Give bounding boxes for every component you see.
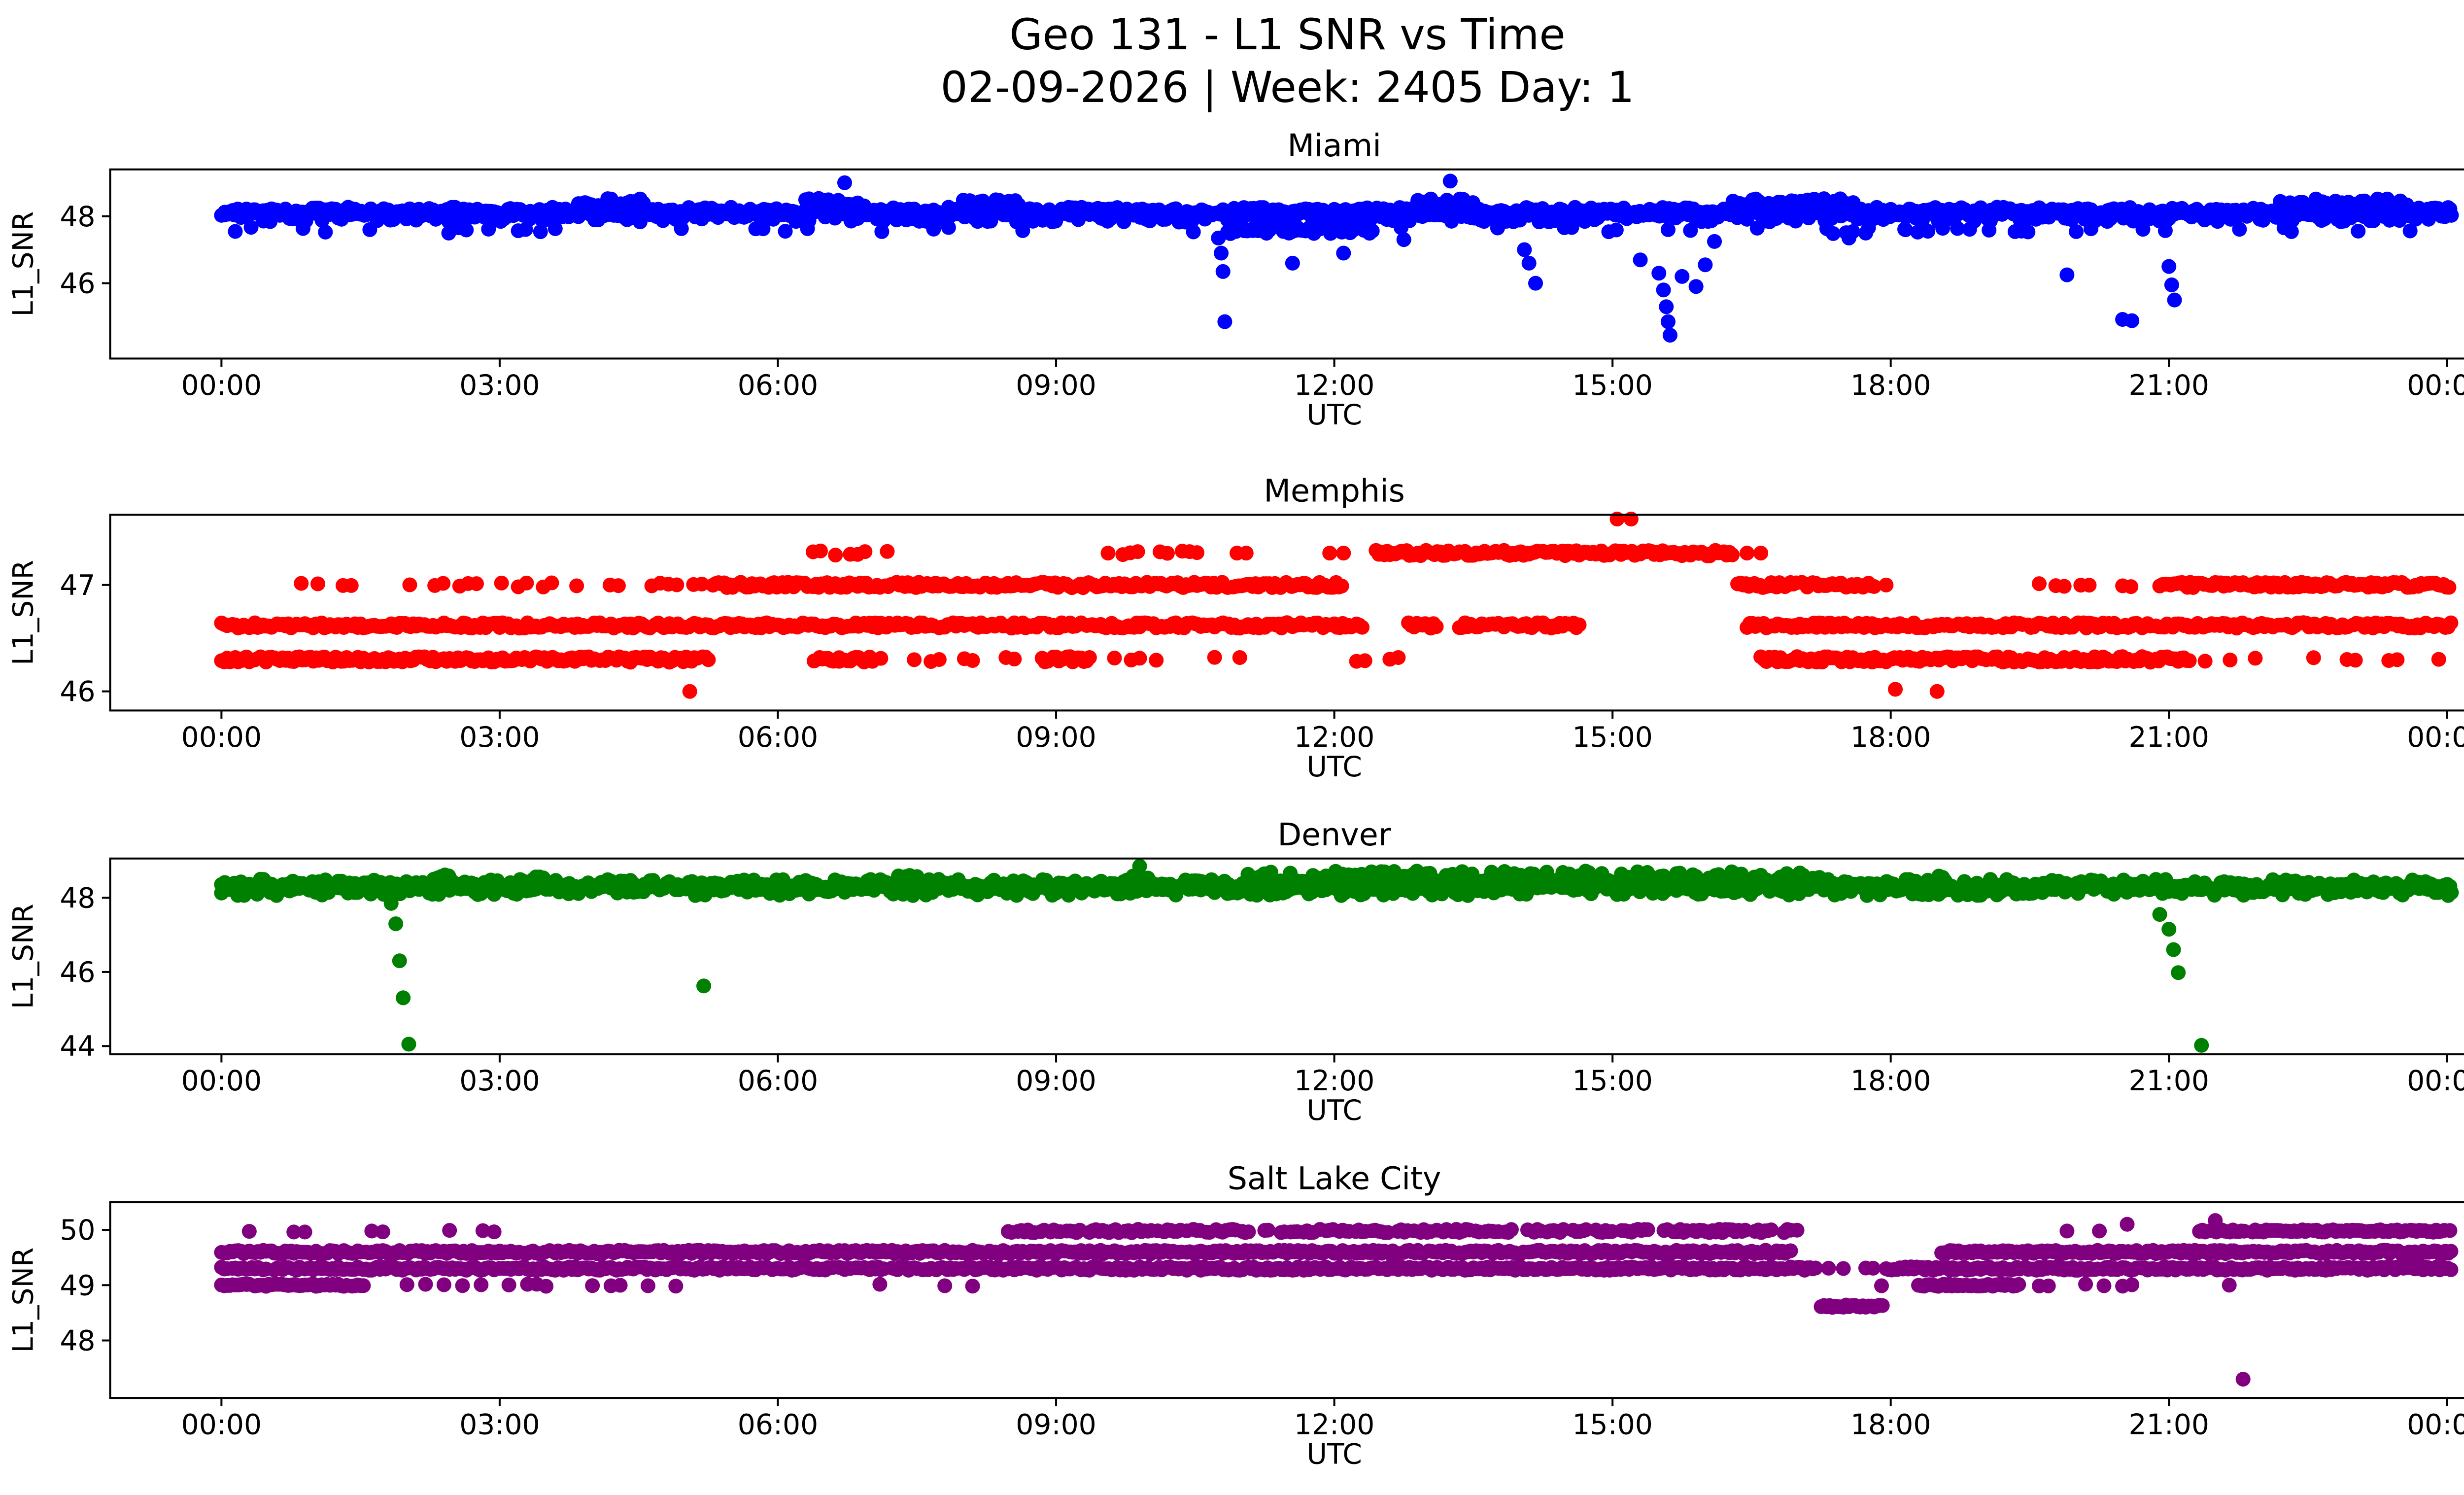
x-tick-label: 18:00 [1850,1408,1931,1441]
subplot-salt-lake-city: Salt Lake City L1_SNR UTC 00:00 03:00 06:0… [7,1160,2464,1471]
y-tick-label: 47 [60,569,95,602]
y-tick-label: 46 [60,268,95,300]
subplot-title: Salt Lake City [1228,1160,1441,1196]
x-tick-label: 03:00 [459,721,540,754]
scatter-series-salt-lake-city [214,1213,2459,1387]
x-tick-label: 06:00 [738,1408,818,1441]
y-ticks: 46 48 [60,201,110,300]
subplot-miami: Miami L1_SNR UTC 00:00 03:00 06:00 09:00 12:… [7,127,2464,431]
y-ticks: 46 47 [60,569,110,708]
y-tick-label: 48 [60,201,95,233]
y-tick-label: 49 [60,1269,95,1302]
x-tick-label: 00:00 [181,1065,262,1097]
x-tick-label: 00:00 [2407,369,2464,402]
x-tick-label: 00:00 [2407,1408,2464,1441]
x-tick-label: 09:00 [1016,1065,1096,1097]
x-tick-label: 09:00 [1016,369,1096,402]
scatter-points [214,512,2459,699]
x-tick-label: 12:00 [1294,1408,1374,1441]
x-tick-label: 18:00 [1850,721,1931,754]
axes-box [109,514,2464,712]
x-tick-label: 18:00 [1850,369,1931,402]
y-tick-label: 46 [60,956,95,989]
x-ticks: 00:00 03:00 06:00 09:00 12:00 15:00 18:00 21:00… [181,358,2464,402]
y-tick-label: 50 [60,1214,95,1247]
y-axis-label: L1_SNR [7,1248,40,1353]
x-tick-label: 03:00 [459,1065,540,1097]
subplot-memphis: Memphis L1_SNR UTC 00:00 03:00 06:00 09:00 1… [7,473,2464,783]
x-tick-label: 00:00 [181,1408,262,1441]
x-ticks: 00:00 03:00 06:00 09:00 12:00 15:00 18:00 21:00… [181,710,2464,754]
scatter-series-miami [214,174,2459,343]
x-tick-label: 21:00 [2129,369,2209,402]
x-tick-label: 12:00 [1294,721,1374,754]
subplot-title: Denver [1277,816,1391,853]
scatter-points [214,859,2459,1053]
x-tick-label: 15:00 [1572,1065,1652,1097]
x-tick-label: 15:00 [1572,369,1652,402]
x-tick-label: 00:00 [2407,721,2464,754]
scatter-points [214,1213,2459,1387]
x-tick-label: 12:00 [1294,369,1374,402]
x-tick-label: 06:00 [738,721,818,754]
x-axis-label: UTC [1306,1438,1362,1471]
scatter-points [214,174,2459,343]
y-axis-label: L1_SNR [7,211,40,317]
x-tick-label: 00:00 [181,721,262,754]
x-axis-label: UTC [1306,399,1362,431]
subplot-denver: Denver L1_SNR UTC 00:00 03:00 06:00 09:00 12… [7,816,2464,1127]
x-axis-label: UTC [1306,1094,1362,1127]
x-tick-label: 03:00 [459,1408,540,1441]
x-tick-label: 21:00 [2129,1065,2209,1097]
x-tick-label: 09:00 [1016,1408,1096,1441]
x-tick-label: 06:00 [738,1065,818,1097]
x-tick-label: 15:00 [1572,1408,1652,1441]
x-tick-label: 06:00 [738,369,818,402]
x-axis-label: UTC [1306,751,1362,783]
x-tick-label: 00:00 [181,369,262,402]
x-tick-label: 12:00 [1294,1065,1374,1097]
x-ticks: 00:00 03:00 06:00 09:00 12:00 15:00 18:00 21:00… [181,1054,2464,1097]
scatter-series-memphis [214,512,2459,699]
x-tick-label: 03:00 [459,369,540,402]
figure-title-line1: Geo 131 - L1 SNR vs Time [1009,10,1565,60]
y-ticks: 44 46 48 [60,882,110,1063]
x-tick-label: 21:00 [2129,1408,2209,1441]
y-axis-label: L1_SNR [7,904,40,1009]
y-tick-label: 44 [60,1030,95,1063]
y-tick-label: 48 [60,882,95,914]
x-tick-label: 00:00 [2407,1065,2464,1097]
scatter-series-denver [214,859,2459,1053]
figure-title-line2: 02-09-2026 | Week: 2405 Day: 1 [940,63,1634,113]
x-tick-label: 18:00 [1850,1065,1931,1097]
y-tick-label: 46 [60,676,95,708]
y-ticks: 48 49 50 [60,1214,110,1357]
x-tick-label: 09:00 [1016,721,1096,754]
y-axis-label: L1_SNR [7,560,40,665]
subplot-title: Memphis [1264,473,1404,509]
subplot-title: Miami [1287,127,1381,164]
y-tick-label: 48 [60,1324,95,1357]
x-ticks: 00:00 03:00 06:00 09:00 12:00 15:00 18:00 21:00… [181,1398,2464,1441]
x-tick-label: 21:00 [2129,721,2209,754]
x-tick-label: 15:00 [1572,721,1652,754]
